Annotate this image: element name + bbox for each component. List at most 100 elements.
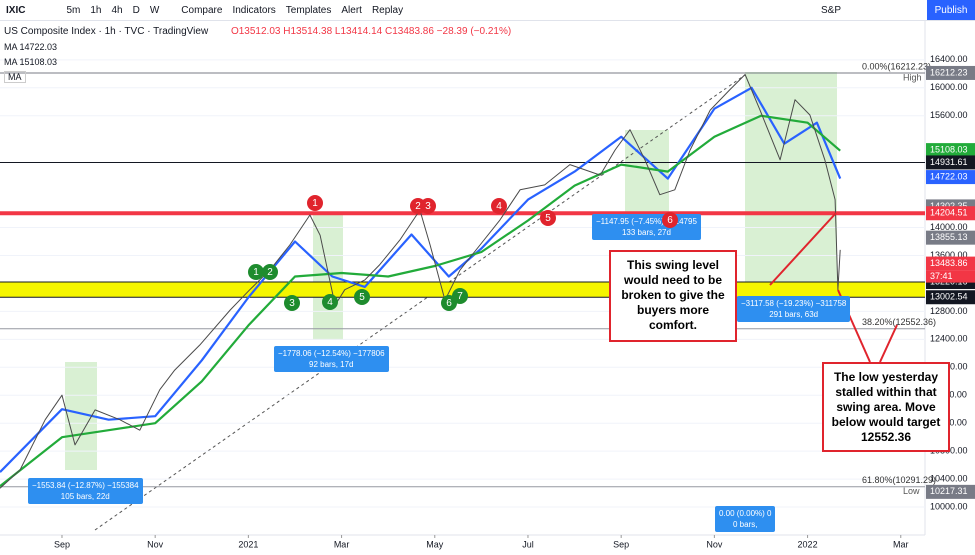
toolbar-item[interactable]: Alert (341, 4, 362, 16)
measure-text: 92 bars, 17d (309, 360, 354, 369)
toolbar-item[interactable]: 5m (66, 4, 81, 16)
marker: 1 (248, 264, 264, 280)
toolbar: IXIC 5m 1h 4h D W Compare Indicators Templates… (0, 0, 975, 21)
y-tick-label: 12400.00 (930, 334, 968, 344)
measure-text: 133 bars, 27d (621, 228, 671, 237)
price-label-box (926, 484, 975, 499)
title: US Composite Index · 1h · TVC · TradingV… (4, 26, 209, 37)
marker: 5 (540, 210, 556, 226)
x-tick-label: Jul (522, 539, 534, 549)
toolbar-item[interactable]: D (132, 4, 140, 16)
price-label: 13002.54 (930, 292, 968, 302)
measure-box: −1147.95 (−7.45%) −114795 133 bars, 27d (592, 214, 701, 240)
countdown: 37:41 (930, 271, 953, 281)
marker: 4 (322, 294, 338, 310)
price-label: 13855.13 (930, 232, 968, 242)
y-tick-label: 10400.00 (930, 473, 968, 483)
x-tick-label: Nov (706, 539, 723, 549)
toolbar-item[interactable]: 4h (111, 4, 123, 16)
callout: This swing level would need to be broken… (609, 250, 737, 342)
fib-tag: Low (903, 486, 920, 496)
callout: The low yesterday stalled within that sw… (822, 362, 950, 452)
x-tick-label: 2022 (798, 539, 818, 549)
symbol[interactable]: IXIC (6, 4, 26, 16)
y-tick-label: 16000.00 (930, 82, 968, 92)
x-tick-label: Mar (893, 539, 909, 549)
series-line (0, 114, 841, 487)
ma-legend: MA 14722.03 (4, 42, 58, 52)
x-tick-label: Mar (334, 539, 350, 549)
price-label: 14722.03 (930, 171, 968, 181)
y-tick-label: 12800.00 (930, 306, 968, 316)
exchange[interactable]: S&P (821, 4, 842, 16)
measure-box: −1553.84 (−12.87%) −155384 105 bars, 22d (28, 478, 143, 504)
measure-text: −1778.06 (−12.54%) −177806 (278, 349, 385, 358)
measure-box: −1778.06 (−12.54%) −177806 92 bars, 17d (274, 346, 389, 372)
price-label-box (926, 170, 975, 185)
price-label: 14931.61 (930, 157, 968, 167)
price-label-box (926, 230, 975, 245)
ma-legend: MA 15108.03 (4, 57, 58, 67)
measure-text: 291 bars, 63d (769, 310, 819, 319)
price-label-box (926, 206, 975, 221)
measure-text: −3117.58 (−19.23%) −311758 (741, 299, 847, 308)
measure-text: −1553.84 (−12.87%) −155384 (32, 481, 139, 490)
marker: 5 (354, 289, 370, 305)
toolbar-item[interactable]: 1h (90, 4, 102, 16)
price-label: 10217.31 (930, 486, 968, 496)
toolbar-item[interactable]: W (149, 4, 160, 16)
fib-label: 0.00%(16212.23) (862, 61, 931, 71)
price-label: 14204.51 (930, 208, 968, 218)
price-label-box (926, 143, 975, 158)
marker: 7 (452, 288, 468, 304)
measure-text: −1147.95 (−7.45%) −114795 (596, 217, 697, 226)
fib-label: 38.20%(12552.36) (862, 317, 936, 327)
marker: 4 (491, 198, 507, 214)
x-tick-label: Nov (147, 539, 164, 549)
ohlc: O13512.03 H13514.38 L13414.14 C13483.86 … (230, 26, 512, 37)
y-tick-label: 10000.00 (930, 501, 968, 511)
marker: 1 (307, 195, 323, 211)
toolbar-item[interactable]: Indicators (232, 4, 276, 16)
x-tick-label: May (426, 539, 444, 549)
toolbar-item[interactable]: Replay (371, 4, 404, 16)
measure-text: 0 bars, (733, 520, 758, 529)
y-tick-label: 14000.00 (930, 222, 968, 232)
arrow (769, 212, 837, 286)
marker: 6 (662, 212, 678, 228)
measure-box: 0.00 (0.00%) 0 0 bars, (715, 506, 776, 532)
toolbar-item[interactable]: Templates (285, 4, 332, 16)
measure-text: 105 bars, 22d (60, 492, 110, 501)
countdown-box (926, 270, 975, 283)
price-label: 13483.86 (930, 258, 968, 268)
y-tick-label: 15600.00 (930, 110, 968, 120)
measure-box: −3117.58 (−19.23%) −311758 291 bars, 63d (737, 296, 851, 322)
price-label-box (926, 256, 975, 271)
price-label: 16212.23 (930, 67, 968, 77)
price-label: 14302.35 (930, 201, 968, 211)
price-label-box (926, 65, 975, 80)
x-tick-label: Sep (54, 539, 70, 549)
marker: 3 (284, 295, 300, 311)
indicator-tag[interactable]: MA (4, 71, 26, 83)
fib-tag: High (903, 72, 922, 82)
publish-button[interactable]: Publish (927, 0, 975, 20)
price-label-box (926, 155, 975, 170)
fib-label: 61.80%(10291.29) (862, 475, 936, 485)
buttons: Compare Indicators Templates Alert Replay (176, 5, 408, 16)
price-label: 15108.03 (930, 144, 968, 154)
x-tick-label: Sep (613, 539, 629, 549)
series-line (0, 86, 842, 473)
price-label-box (926, 290, 975, 305)
toolbar-item[interactable]: Compare (181, 4, 223, 16)
measure-text: 0.00 (0.00%) 0 (719, 509, 772, 518)
x-tick-label: 2021 (238, 539, 258, 549)
intervals: 5m 1h 4h D W (61, 5, 164, 16)
y-tick-label: 13600.00 (930, 250, 968, 260)
range-shade (745, 72, 837, 290)
marker: 2 (262, 264, 278, 280)
legend-title: US Composite Index · 1h · TVC · TradingV… (4, 26, 511, 37)
marker: 3 (420, 198, 436, 214)
